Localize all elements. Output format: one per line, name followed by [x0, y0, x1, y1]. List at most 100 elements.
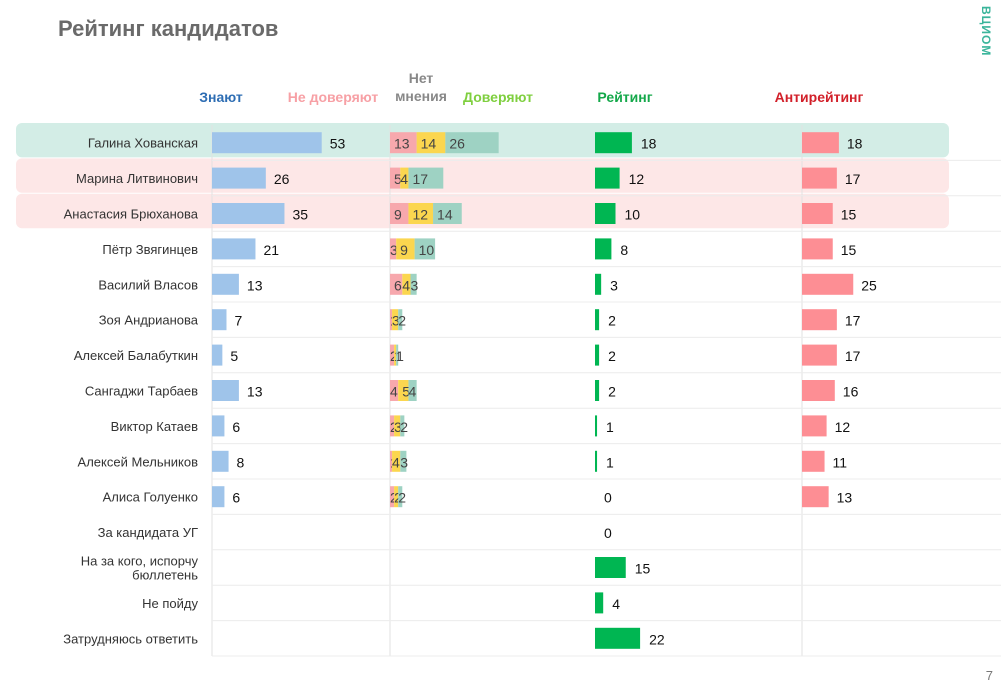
trust-label-5: 3 — [411, 277, 419, 293]
no-opinion-segment-2 — [400, 167, 409, 189]
no-opinion-segment-10 — [392, 450, 401, 472]
know-bar-9 — [212, 415, 225, 437]
know-label-4: 21 — [263, 242, 279, 258]
no-opinion-label-10: 4 — [392, 454, 400, 470]
trust-label-4: 10 — [419, 242, 435, 258]
header-know: Знают — [199, 89, 243, 105]
trust-segment-9 — [400, 415, 405, 437]
distrust-label-8: 4 — [390, 384, 398, 400]
know-label-11: 6 — [232, 490, 240, 506]
distrust-segment-3 — [390, 203, 409, 224]
header-no-opinion-line1: Нет — [409, 70, 434, 86]
rating-label-1: 18 — [641, 136, 657, 152]
antirating-bar-7 — [802, 344, 837, 366]
no-opinion-segment-3 — [408, 203, 434, 224]
rating-label-14: 4 — [612, 596, 620, 612]
distrust-label-9: 2 — [390, 419, 398, 435]
no-opinion-label-1: 14 — [421, 136, 437, 152]
antirating-bar-4 — [802, 238, 833, 260]
rating-bar-8 — [595, 380, 600, 401]
rating-bar-9 — [595, 415, 598, 437]
trust-segment-4 — [414, 238, 436, 260]
rating-label-5: 3 — [610, 277, 618, 293]
distrust-label-5: 6 — [394, 277, 402, 293]
know-label-7: 5 — [230, 348, 238, 364]
row-label-12: За кандидата УГ — [98, 525, 198, 540]
row-label-8: Сангаджи Тарбаев — [85, 384, 198, 399]
distrust-segment-8 — [390, 380, 399, 401]
rating-label-2: 12 — [629, 171, 645, 187]
row-label-13: На за кого, испорчу — [81, 554, 199, 569]
header-no-opinion-line2: мнения — [395, 88, 447, 104]
antirating-label-2: 17 — [845, 171, 861, 187]
trust-label-1: 26 — [449, 136, 465, 152]
header-distrust: Не доверяют — [288, 89, 379, 105]
row-label-10: Алексей Мельников — [78, 454, 199, 469]
know-bar-11 — [212, 486, 225, 508]
no-opinion-label-11: 2 — [394, 490, 402, 506]
trust-label-7: 1 — [396, 348, 404, 364]
row-label-1: Галина Хованская — [88, 136, 198, 151]
distrust-segment-5 — [390, 273, 403, 295]
row-label-6: Зоя Андрианова — [99, 313, 199, 328]
distrust-label-4: 3 — [390, 242, 398, 258]
rating-label-4: 8 — [620, 242, 628, 258]
antirating-bar-10 — [802, 450, 825, 472]
know-bar-6 — [212, 309, 227, 331]
distrust-segment-2 — [390, 167, 401, 189]
no-opinion-label-8: 5 — [402, 384, 410, 400]
antirating-label-1: 18 — [847, 136, 863, 152]
antirating-label-9: 12 — [835, 419, 851, 435]
no-opinion-label-4: 9 — [400, 242, 408, 258]
rating-bar-3 — [595, 203, 616, 224]
no-opinion-label-9: 3 — [394, 419, 402, 435]
know-label-9: 6 — [232, 419, 240, 435]
no-opinion-label-3: 12 — [412, 207, 428, 223]
antirating-label-11: 13 — [837, 490, 853, 506]
antirating-bar-2 — [802, 167, 837, 189]
rating-bar-14 — [595, 592, 604, 614]
no-opinion-label-5: 4 — [402, 277, 410, 293]
know-bar-3 — [212, 203, 285, 224]
know-bar-2 — [212, 167, 266, 189]
rating-label-3: 10 — [625, 207, 641, 223]
rating-label-15: 22 — [649, 631, 665, 647]
know-label-5: 13 — [247, 277, 263, 293]
rating-bar-5 — [595, 273, 602, 295]
header-antirating: Антирейтинг — [775, 89, 864, 105]
trust-segment-8 — [408, 380, 417, 401]
no-opinion-label-2: 4 — [400, 171, 408, 187]
no-opinion-segment-4 — [396, 238, 415, 260]
know-label-6: 7 — [234, 313, 242, 329]
row-label-4: Пётр Звягинцев — [102, 242, 198, 257]
trust-label-11: 2 — [398, 490, 406, 506]
trust-segment-1 — [445, 132, 499, 154]
rating-label-12: 0 — [604, 525, 612, 541]
rating-label-13: 15 — [635, 561, 651, 577]
no-opinion-segment-11 — [394, 486, 399, 508]
antirating-bar-9 — [802, 415, 827, 437]
no-opinion-segment-5 — [402, 273, 411, 295]
distrust-label-2: 5 — [394, 171, 402, 187]
rating-bar-6 — [595, 309, 600, 331]
trust-segment-3 — [433, 203, 462, 224]
antirating-label-10: 11 — [833, 454, 848, 470]
distrust-segment-6 — [390, 309, 393, 331]
rating-bar-2 — [595, 167, 620, 189]
rating-label-11: 0 — [604, 490, 612, 506]
trust-label-6: 2 — [398, 313, 406, 329]
antirating-label-3: 15 — [841, 207, 857, 223]
trust-label-10: 3 — [400, 454, 408, 470]
trust-segment-11 — [398, 486, 403, 508]
rating-bar-10 — [595, 450, 598, 472]
trust-segment-2 — [408, 167, 444, 189]
know-bar-1 — [212, 132, 322, 154]
trust-label-3: 14 — [437, 207, 453, 223]
distrust-label-7: 2 — [390, 348, 398, 364]
antirating-bar-6 — [802, 309, 837, 331]
header-rating: Рейтинг — [597, 89, 652, 105]
rating-label-8: 2 — [608, 384, 616, 400]
rating-label-9: 1 — [606, 419, 614, 435]
row-label-15: Затрудняюсь ответить — [63, 631, 198, 646]
